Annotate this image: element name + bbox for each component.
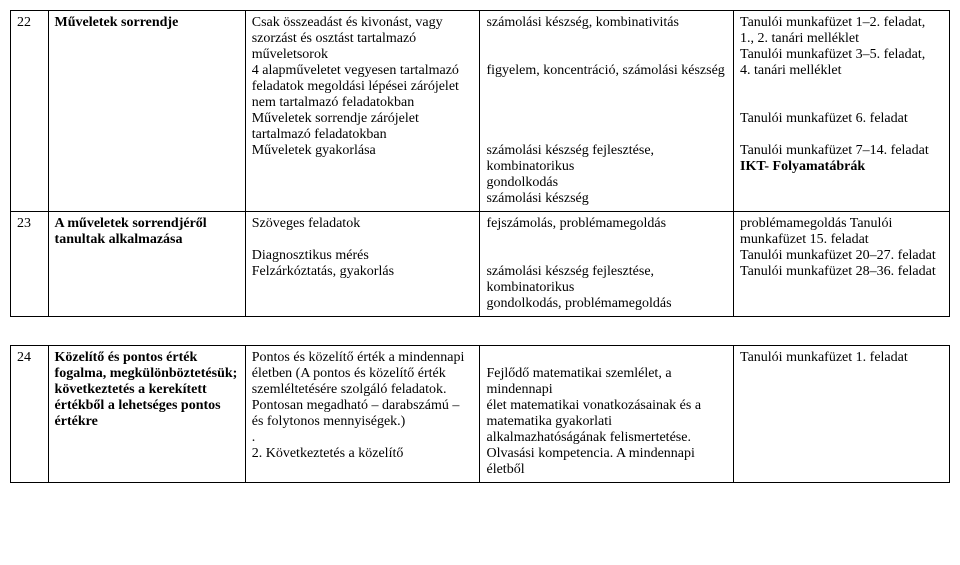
- row-title: A műveletek sorrendjéről tanultak alkalm…: [48, 212, 245, 317]
- row-notes: Tanulói munkafüzet 1–2. feladat,1., 2. t…: [734, 11, 950, 212]
- table-row: 22Műveletek sorrendjeCsak összeadást és …: [11, 11, 950, 212]
- row-skills: Fejlődő matematikai szemlélet, a mindenn…: [480, 346, 734, 483]
- row-skills: számolási készség, kombinativitásfigyele…: [480, 11, 734, 212]
- table-row: 23A műveletek sorrendjéről tanultak alka…: [11, 212, 950, 317]
- row-title: Közelítő és pontos érték fogalma, megkül…: [48, 346, 245, 483]
- row-number: 22: [11, 11, 49, 212]
- table-gap: [10, 317, 950, 345]
- upper-table: 22Műveletek sorrendjeCsak összeadást és …: [10, 10, 950, 317]
- row-notes: Tanulói munkafüzet 1. feladat: [734, 346, 950, 483]
- row-content: Csak összeadást és kivonást, vagy szorzá…: [245, 11, 480, 212]
- table-row: 24Közelítő és pontos érték fogalma, megk…: [11, 346, 950, 483]
- row-number: 23: [11, 212, 49, 317]
- row-content: Szöveges feladatokDiagnosztikus mérésFel…: [245, 212, 480, 317]
- row-number: 24: [11, 346, 49, 483]
- row-skills: fejszámolás, problémamegoldásszámolási k…: [480, 212, 734, 317]
- row-title: Műveletek sorrendje: [48, 11, 245, 212]
- row-content: Pontos és közelítő érték a mindennapi él…: [245, 346, 480, 483]
- lower-table: 24Közelítő és pontos érték fogalma, megk…: [10, 345, 950, 483]
- row-notes: problémamegoldás Tanulói munkafüzet 15. …: [734, 212, 950, 317]
